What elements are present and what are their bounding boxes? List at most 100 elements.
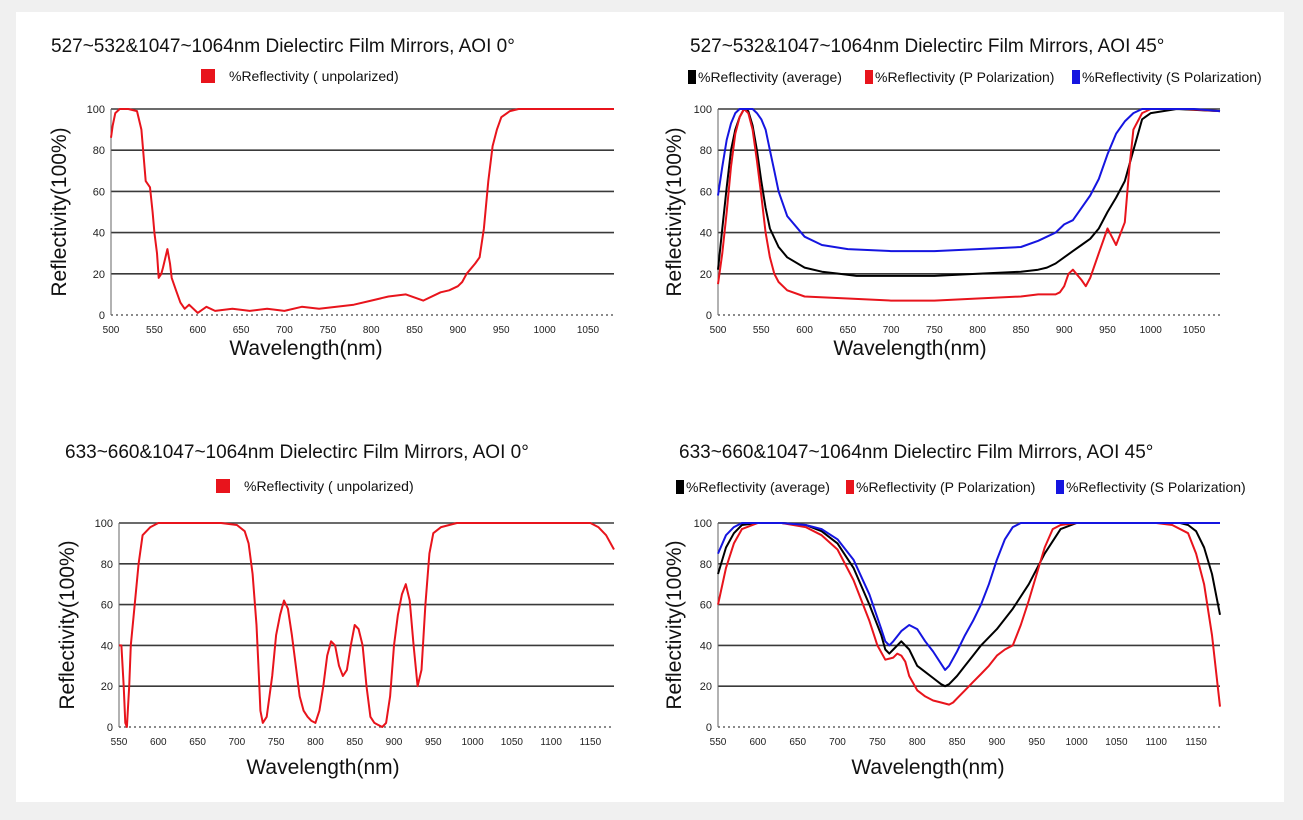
x-tick-label: 900 [450, 325, 467, 336]
legend-label: %Reflectivity (average) [686, 479, 830, 495]
legend-label: %Reflectivity (P Polarization) [856, 479, 1035, 495]
y-tick-label: 0 [99, 310, 105, 322]
chart-title: 633~660&1047~1064nm Dielectirc Film Mirr… [65, 442, 529, 463]
y-tick-label: 40 [93, 228, 105, 240]
x-tick-label: 850 [406, 325, 423, 336]
x-tick-label: 650 [233, 325, 250, 336]
chart-panel-1: 527~532&1047~1064nm Dielectirc Film Mirr… [48, 36, 614, 360]
legend-label: %Reflectivity (P Polarization) [875, 69, 1054, 85]
y-tick-label: 40 [700, 228, 712, 240]
x-tick-label: 1050 [501, 737, 524, 748]
x-tick-label: 900 [1056, 325, 1073, 336]
x-tick-label: 550 [710, 737, 727, 748]
x-tick-label: 1100 [1145, 737, 1167, 748]
x-tick-label: 500 [103, 325, 120, 336]
y-tick-label: 0 [107, 722, 113, 734]
y-tick-label: 100 [95, 518, 113, 530]
x-tick-label: 1000 [1140, 325, 1163, 336]
y-axis-label: Reflectivity(100%) [663, 127, 686, 296]
x-tick-label: 550 [753, 325, 770, 336]
y-tick-label: 100 [694, 104, 712, 116]
chart-title: 527~532&1047~1064nm Dielectirc Film Mirr… [51, 36, 515, 57]
x-tick-label: 750 [268, 737, 285, 748]
legend-label: %Reflectivity ( unpolarized) [229, 68, 399, 84]
y-tick-label: 0 [706, 722, 712, 734]
series-line-1 [717, 108, 1221, 277]
y-tick-label: 100 [694, 518, 712, 530]
y-tick-label: 80 [93, 145, 105, 157]
chart-title: 633~660&1047~1064nm Dielectirc Film Mirr… [679, 442, 1153, 463]
chart-panel-4: 633~660&1047~1064nm Dielectirc Film Mirr… [663, 442, 1246, 779]
x-tick-label: 950 [1099, 325, 1116, 336]
x-tick-label: 1000 [533, 325, 556, 336]
legend-swatch [688, 70, 696, 84]
y-tick-label: 80 [700, 559, 712, 571]
x-tick-label: 950 [425, 737, 442, 748]
chart-panel-2: 527~532&1047~1064nm Dielectirc Film Mirr… [663, 36, 1262, 360]
x-tick-label: 1150 [1185, 737, 1207, 748]
series-line-2 [717, 522, 1221, 707]
legend-label: %Reflectivity (average) [698, 69, 842, 85]
x-tick-label: 600 [796, 325, 813, 336]
x-tick-label: 550 [146, 325, 163, 336]
x-tick-label: 850 [346, 737, 363, 748]
y-tick-label: 60 [700, 600, 712, 612]
y-axis-label: Reflectivity(100%) [56, 540, 79, 709]
x-tick-label: 750 [869, 737, 886, 748]
x-tick-label: 1000 [1065, 737, 1088, 748]
x-tick-label: 1050 [1105, 737, 1128, 748]
x-tick-label: 800 [307, 737, 324, 748]
x-tick-label: 1000 [461, 737, 484, 748]
x-tick-label: 900 [386, 737, 403, 748]
x-tick-label: 700 [829, 737, 846, 748]
series-line-3 [717, 108, 1221, 253]
series-line-1 [119, 522, 615, 728]
x-tick-label: 750 [926, 325, 943, 336]
x-tick-label: 1100 [540, 737, 562, 748]
x-axis-label: Wavelength(nm) [229, 337, 382, 360]
figure-canvas: 527~532&1047~1064nm Dielectirc Film Mirr… [48, 36, 1262, 779]
legend-swatch [1056, 480, 1064, 494]
x-axis-label: Wavelength(nm) [833, 337, 986, 360]
x-tick-label: 1150 [580, 737, 602, 748]
chart-title: 527~532&1047~1064nm Dielectirc Film Mirr… [690, 36, 1164, 57]
y-tick-label: 60 [101, 600, 113, 612]
legend-label: %Reflectivity (S Polarization) [1082, 69, 1262, 85]
x-tick-label: 700 [229, 737, 246, 748]
y-tick-label: 100 [87, 104, 105, 116]
y-tick-label: 80 [700, 145, 712, 157]
series-line-1 [110, 108, 614, 314]
x-tick-label: 700 [883, 325, 900, 336]
legend-swatch [216, 479, 230, 493]
x-axis-label: Wavelength(nm) [851, 756, 1004, 779]
x-tick-label: 750 [319, 325, 336, 336]
x-tick-label: 950 [493, 325, 510, 336]
y-tick-label: 20 [700, 681, 712, 693]
x-tick-label: 600 [150, 737, 167, 748]
y-tick-label: 20 [700, 269, 712, 281]
x-tick-label: 800 [909, 737, 926, 748]
legend-swatch [201, 69, 215, 83]
legend-swatch [865, 70, 873, 84]
y-tick-label: 60 [700, 186, 712, 198]
x-tick-label: 1050 [577, 325, 600, 336]
x-tick-label: 1050 [1183, 325, 1206, 336]
y-tick-label: 40 [700, 640, 712, 652]
y-tick-label: 80 [101, 559, 113, 571]
x-tick-label: 650 [789, 737, 806, 748]
x-tick-label: 550 [111, 737, 128, 748]
legend-swatch [1072, 70, 1080, 84]
series-line-3 [717, 522, 1220, 671]
legend-label: %Reflectivity ( unpolarized) [244, 478, 414, 494]
y-axis-label: Reflectivity(100%) [663, 540, 686, 709]
x-tick-label: 650 [189, 737, 206, 748]
y-tick-label: 0 [706, 310, 712, 322]
x-tick-label: 800 [363, 325, 380, 336]
y-tick-label: 20 [93, 269, 105, 281]
y-tick-label: 40 [101, 640, 113, 652]
x-tick-label: 650 [839, 325, 856, 336]
x-tick-label: 850 [949, 737, 966, 748]
x-tick-label: 950 [1028, 737, 1045, 748]
legend-swatch [846, 480, 854, 494]
legend-label: %Reflectivity (S Polarization) [1066, 479, 1246, 495]
